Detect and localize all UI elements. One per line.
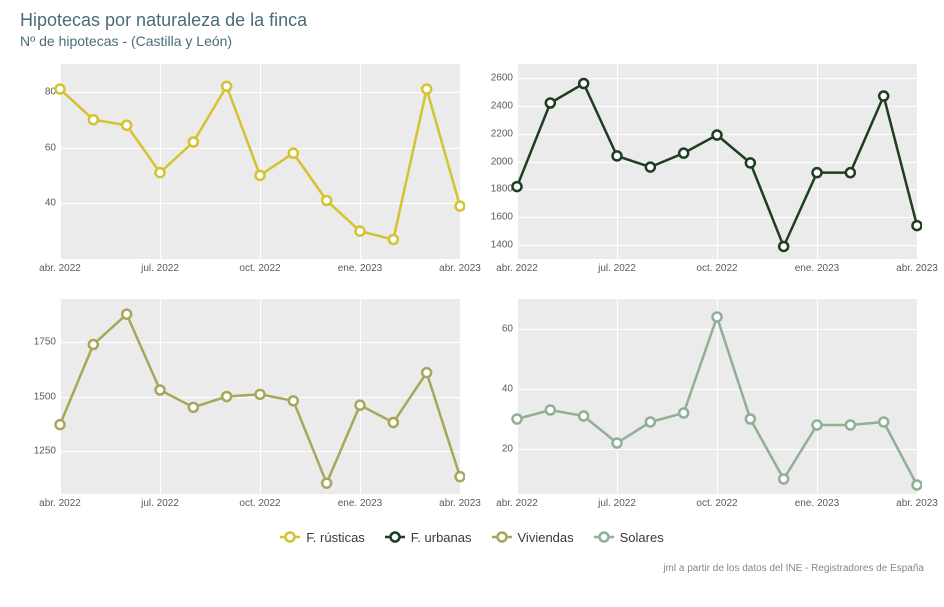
series-rusticas [20, 59, 465, 284]
legend-marker-icon [594, 529, 614, 545]
panel-urbanas: 1400160018002000220024002600abr. 2022jul… [477, 59, 922, 284]
legend-item: Viviendas [492, 529, 574, 545]
legend-label: F. urbanas [411, 530, 472, 545]
legend-marker-icon [385, 529, 405, 545]
panel-rusticas: 406080abr. 2022jul. 2022oct. 2022ene. 20… [20, 59, 465, 284]
chart-title: Hipotecas por naturaleza de la finca [20, 10, 924, 31]
legend-item: F. urbanas [385, 529, 472, 545]
legend-label: Solares [620, 530, 664, 545]
series-viviendas [20, 294, 465, 519]
legend-marker-icon [280, 529, 300, 545]
series-solares [477, 294, 922, 519]
legend: F. rústicas F. urbanas Viviendas Solares [20, 519, 924, 558]
chart-grid: 406080abr. 2022jul. 2022oct. 2022ene. 20… [20, 59, 924, 519]
credit-line: jml a partir de los datos del INE - Regi… [0, 563, 944, 574]
legend-item: F. rústicas [280, 529, 365, 545]
legend-marker-icon [492, 529, 512, 545]
legend-label: F. rústicas [306, 530, 365, 545]
legend-item: Solares [594, 529, 664, 545]
panel-viviendas: 125015001750abr. 2022jul. 2022oct. 2022e… [20, 294, 465, 519]
legend-label: Viviendas [518, 530, 574, 545]
panel-solares: 204060abr. 2022jul. 2022oct. 2022ene. 20… [477, 294, 922, 519]
chart-subtitle: Nº de hipotecas - (Castilla y León) [20, 33, 924, 49]
series-urbanas [477, 59, 922, 284]
